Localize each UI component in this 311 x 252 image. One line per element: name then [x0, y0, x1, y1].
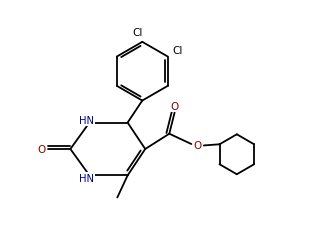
Text: O: O — [194, 141, 202, 151]
Text: O: O — [170, 102, 179, 112]
Text: O: O — [38, 144, 46, 154]
Text: Cl: Cl — [133, 28, 143, 38]
Text: HN: HN — [79, 116, 94, 126]
Text: HN: HN — [79, 173, 94, 183]
Text: Cl: Cl — [172, 46, 182, 56]
